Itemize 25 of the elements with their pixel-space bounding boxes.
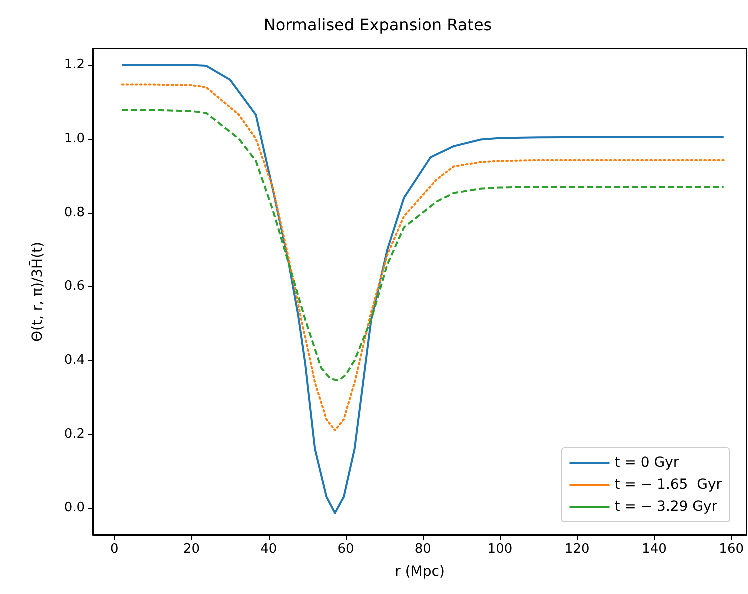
x-axis-title: r (Mpc): [395, 564, 445, 580]
y-tick-label: 0.6: [64, 279, 85, 294]
x-tick-label: 100: [488, 542, 513, 557]
y-tick-label: 1.2: [64, 58, 85, 73]
legend-label: t = − 3.29 Gyr: [614, 499, 718, 515]
y-tick-label: 0.2: [64, 426, 85, 442]
legend-label: t = 0 Gyr: [614, 455, 680, 471]
x-tick-label: 80: [414, 542, 432, 557]
line-series: [121, 84, 725, 432]
x-tick-label: 160: [719, 542, 744, 557]
y-tick-label: 0.0: [64, 500, 85, 516]
x-tick-label: 120: [564, 542, 590, 557]
x-tick-label: 20: [183, 542, 200, 557]
legend-label: t = − 1.65 Gyr: [614, 477, 722, 493]
x-tick-label: 40: [260, 542, 278, 557]
y-tick-label: 1.0: [64, 132, 85, 147]
y-axis-title: Θ(t, r, π)/3H̄(t): [28, 242, 46, 342]
x-tick-label: 140: [642, 542, 667, 557]
line-series: [121, 109, 725, 382]
x-tick-label: 60: [338, 542, 354, 557]
line-series: [121, 64, 725, 514]
chart-title: Normalised Expansion Rates: [264, 16, 492, 34]
y-tick-label: 0.4: [64, 352, 85, 368]
x-tick-label: 0: [110, 542, 119, 557]
y-tick-label: 0.8: [64, 205, 85, 220]
